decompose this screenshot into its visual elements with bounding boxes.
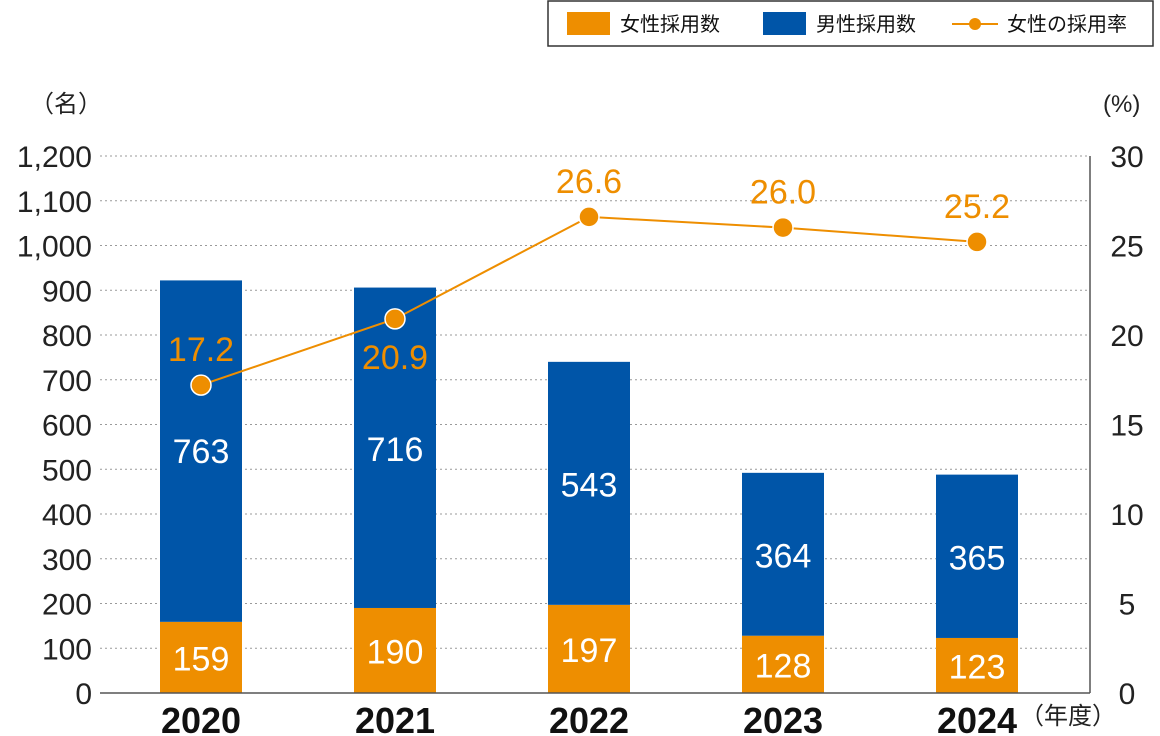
bar-male-value-label: 716 bbox=[367, 431, 424, 469]
y-tick-label: 1,100 bbox=[17, 186, 92, 219]
y-tick-label: 0 bbox=[75, 678, 92, 711]
bar-male-value-label: 365 bbox=[949, 539, 1006, 577]
x-tick-label: 2022 bbox=[549, 700, 629, 736]
x-tick-label: 2023 bbox=[743, 700, 823, 736]
y2-tick-label: 0 bbox=[1119, 678, 1136, 711]
bar-male-value-label: 364 bbox=[755, 537, 812, 575]
rate-point bbox=[384, 308, 406, 330]
y-tick-label: 300 bbox=[42, 544, 92, 577]
bar-female-value-label: 197 bbox=[561, 632, 618, 670]
y-tick-label: 900 bbox=[42, 275, 92, 308]
bar-male-2024 bbox=[936, 474, 1018, 638]
rate-point bbox=[772, 216, 794, 239]
rate-value-label: 26.6 bbox=[556, 163, 622, 201]
bar-female-2023 bbox=[742, 635, 824, 693]
bar-female-2020 bbox=[160, 621, 242, 693]
rate-line bbox=[190, 206, 988, 396]
bar-female-value-label: 123 bbox=[949, 648, 1006, 686]
bar-female-2022 bbox=[548, 604, 630, 693]
x-axis-unit-label: （年度） bbox=[1020, 703, 1116, 730]
rate-point bbox=[578, 206, 600, 228]
bar-male-value-label: 543 bbox=[561, 466, 618, 504]
rate-series-line bbox=[200, 215, 978, 387]
y-tick-label: 700 bbox=[42, 365, 92, 398]
y-tick-label: 500 bbox=[42, 454, 92, 487]
bar-male-2020 bbox=[160, 280, 242, 622]
y-tick-label: 400 bbox=[42, 499, 92, 532]
rate-value-label: 20.9 bbox=[362, 339, 428, 377]
y2-axis-unit-label: (%) bbox=[1103, 91, 1140, 118]
y2-tick-label: 25 bbox=[1110, 231, 1143, 264]
bar-male-2023 bbox=[742, 472, 824, 636]
x-tick-label: 2021 bbox=[355, 700, 435, 736]
y-tick-label: 200 bbox=[42, 589, 92, 622]
y-tick-label: 800 bbox=[42, 320, 92, 353]
axes: 01002003004005006007008009001,0001,1001,… bbox=[17, 141, 1144, 736]
legend-swatch-male bbox=[763, 12, 806, 35]
rate-point bbox=[966, 231, 988, 253]
y2-tick-label: 30 bbox=[1110, 141, 1143, 174]
legend-label-female: 女性採用数 bbox=[620, 13, 720, 36]
y2-tick-label: 15 bbox=[1110, 410, 1143, 443]
legend-box bbox=[547, 0, 1154, 47]
rate-value-label: 25.2 bbox=[944, 188, 1010, 226]
y2-tick-label: 5 bbox=[1119, 589, 1136, 622]
legend-marker-rate bbox=[969, 18, 981, 30]
y-tick-label: 1,200 bbox=[17, 141, 92, 174]
y-axis-unit-label: （名） bbox=[30, 91, 102, 118]
legend: 女性採用数 男性採用数 女性の採用率 bbox=[547, 0, 1154, 47]
rate-value-label: 26.0 bbox=[750, 174, 816, 212]
y-tick-label: 600 bbox=[42, 410, 92, 443]
legend-label-male: 男性採用数 bbox=[816, 13, 916, 36]
bar-female-2021 bbox=[354, 607, 436, 693]
bar-female-value-label: 159 bbox=[173, 640, 230, 678]
bar-female-value-label: 190 bbox=[367, 633, 424, 671]
rate-point bbox=[190, 374, 212, 396]
rate-value-label: 17.2 bbox=[168, 331, 234, 369]
x-tick-label: 2020 bbox=[161, 700, 241, 736]
bar-female-value-label: 128 bbox=[755, 647, 812, 685]
legend-swatch-female bbox=[567, 12, 610, 35]
y2-tick-label: 20 bbox=[1110, 320, 1143, 353]
data-labels: 159 763 190 716 197 543 128 364 123 365 17.2 20.9 26… bbox=[168, 163, 1010, 687]
bar-male-value-label: 763 bbox=[173, 433, 230, 471]
legend-label-rate: 女性の採用率 bbox=[1007, 13, 1127, 36]
x-tick-label: 2024 bbox=[937, 700, 1017, 736]
y2-tick-label: 10 bbox=[1110, 499, 1143, 532]
bar-male-2021 bbox=[354, 287, 436, 608]
bar-male-2022 bbox=[548, 361, 630, 605]
y-tick-label: 1,000 bbox=[17, 231, 92, 264]
y-tick-label: 100 bbox=[42, 633, 92, 666]
bars bbox=[160, 280, 1018, 693]
bar-female-2024 bbox=[936, 637, 1018, 693]
